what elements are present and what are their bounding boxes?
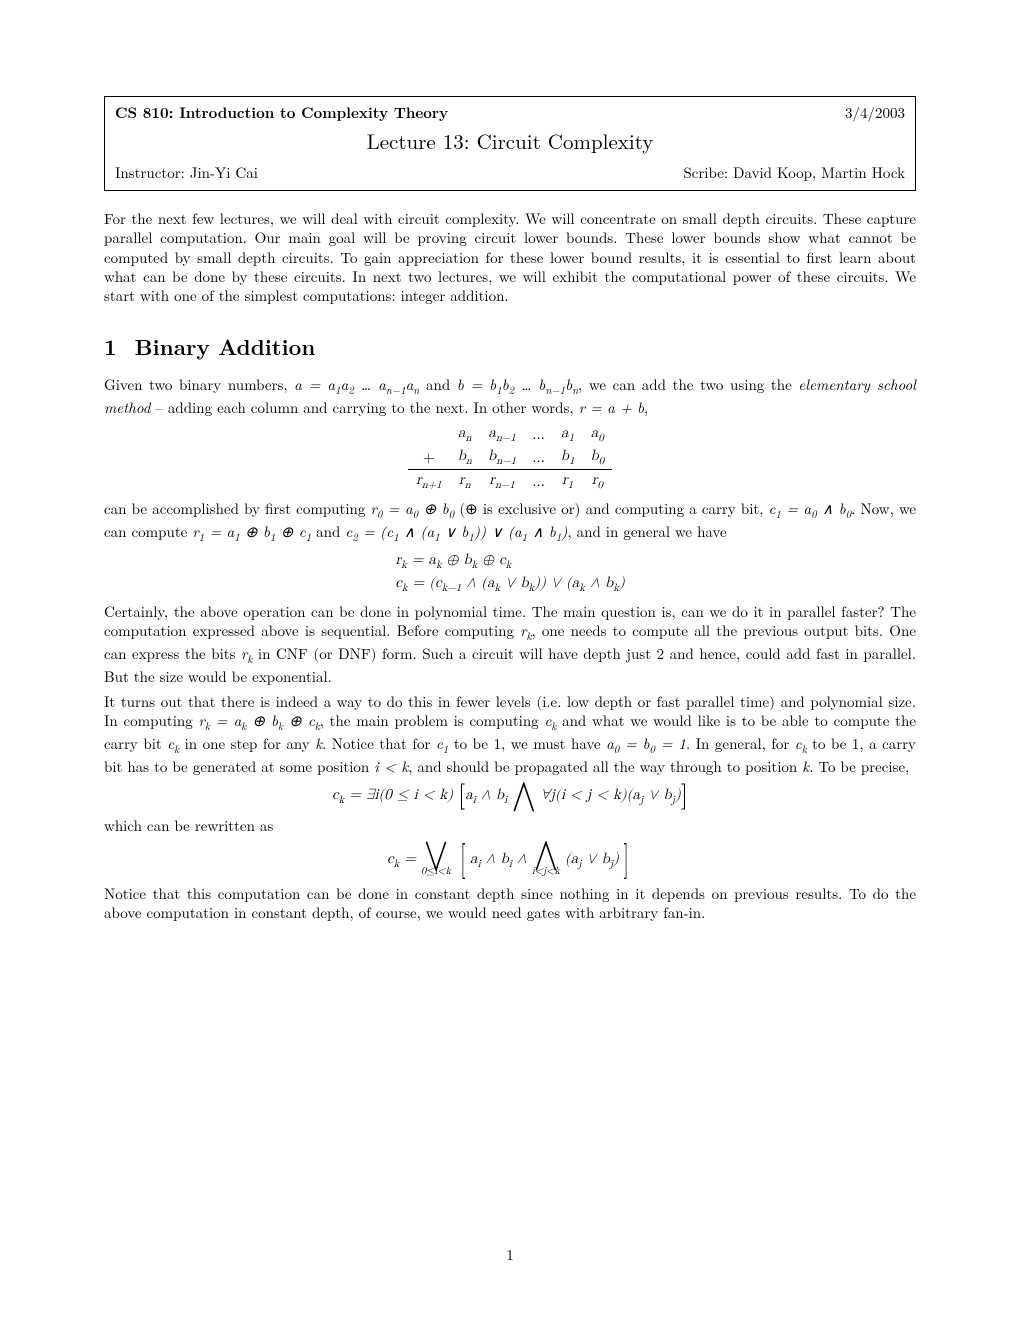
big-or-icon: ⋁ 0≤i<k <box>421 841 451 878</box>
equation-quantifier: ck = ∃i(0 ≤ i < k) [ai ∧ bi ⋀ ∀j(i < j <… <box>104 782 916 810</box>
page-number: 1 <box>0 1245 1020 1264</box>
header-box: CS 810: Introduction to Complexity Theor… <box>104 96 916 191</box>
section-1-title: 1 Binary Addition <box>104 333 916 361</box>
big-and-icon: ⋀ <box>512 782 535 810</box>
lecture-title: Lecture 13: Circuit Complexity <box>115 128 905 155</box>
section-1-p2: can be accomplished by first computing r… <box>104 499 916 545</box>
equation-final: ck = ⋁ 0≤i<k [ai ∧ bi ∧ ⋀ i<j<k (aj ∨ bj… <box>104 841 916 878</box>
equation-rk-ck: rk = ak ⊕ bk ⊕ ck ck = (ck−1 ∧ (ak ∨ bk)… <box>104 550 916 596</box>
addition-layout: an an−1 … a1 a0 + bn bn−1 … b1 b0 rn+1 r… <box>408 423 612 492</box>
header-date: 3/4/2003 <box>845 103 905 122</box>
section-heading: Binary Addition <box>135 331 316 362</box>
addition-row-a: an an−1 … a1 a0 <box>408 423 612 446</box>
addition-row-r: rn+1 rn rn−1 … r1 r0 <box>408 469 612 492</box>
big-and-icon: ⋀ i<j<k <box>532 841 560 878</box>
header-row-1: CS 810: Introduction to Complexity Theor… <box>115 103 905 122</box>
section-1-p3: Certainly, the above operation can be do… <box>104 602 916 686</box>
addition-row-b: + bn bn−1 … b1 b0 <box>408 446 612 469</box>
section-1-p6: Notice that this computation can be done… <box>104 884 916 922</box>
section-number: 1 <box>104 331 117 362</box>
section-1-p4: It turns out that there is indeed a way … <box>104 692 916 776</box>
section-1-p1: Given two binary numbers, a = a1a2 … an−… <box>104 375 916 417</box>
section-1-p5: which can be rewritten as <box>104 816 916 835</box>
instructor: Instructor: Jin-Yi Cai <box>115 163 258 182</box>
header-row-2: Instructor: Jin-Yi Cai Scribe: David Koo… <box>115 163 905 182</box>
course-title: CS 810: Introduction to Complexity Theor… <box>115 103 448 122</box>
scribe: Scribe: David Koop, Martin Hock <box>683 163 905 182</box>
intro-paragraph: For the next few lectures, we will deal … <box>104 209 916 305</box>
